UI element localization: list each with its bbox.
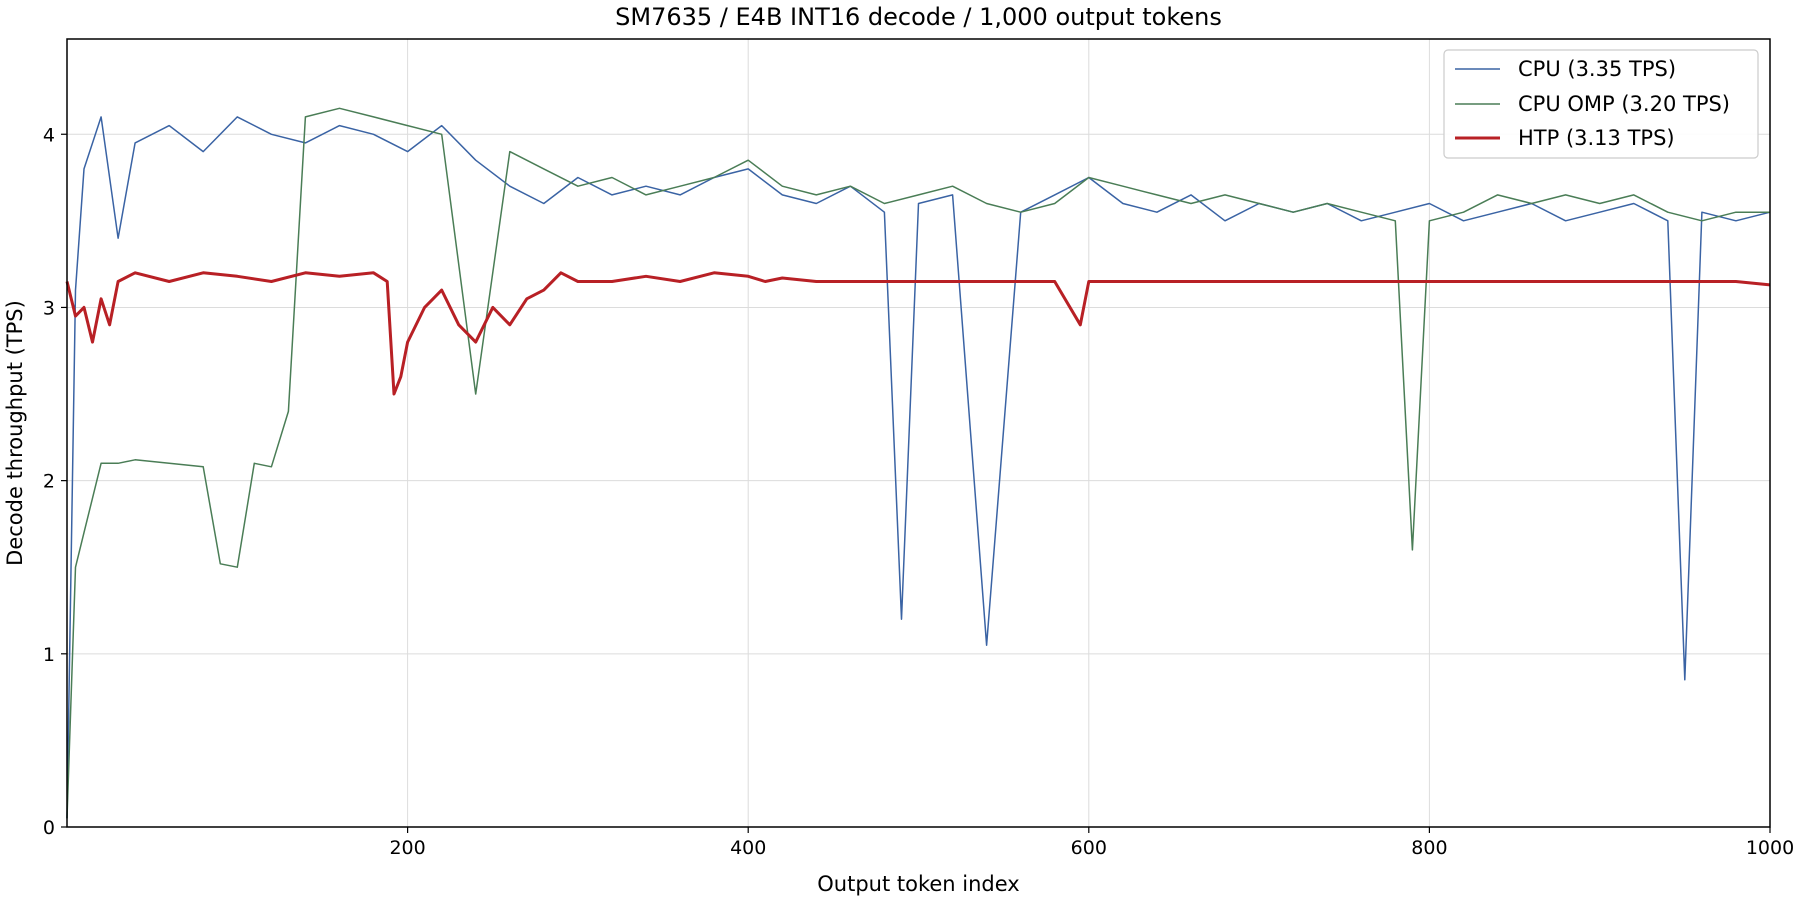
y-tick-label: 2	[43, 471, 55, 493]
x-tick-label: 800	[1411, 837, 1447, 859]
y-axis-label: Decode throughput (TPS)	[3, 300, 27, 566]
x-tick-label: 400	[730, 837, 766, 859]
y-tick-label: 4	[43, 124, 55, 146]
chart-title: SM7635 / E4B INT16 decode / 1,000 output…	[615, 3, 1222, 31]
y-tick-label: 1	[43, 644, 55, 666]
legend-label-htp: HTP (3.13 TPS)	[1518, 126, 1675, 150]
series-lines	[65, 107, 1771, 819]
series-line-htp	[65, 271, 1771, 396]
y-tick-label: 0	[43, 817, 55, 839]
x-tick-label: 200	[389, 837, 425, 859]
axis-ticks: 0 1 2 3 4 200 400 600 800 1000	[43, 124, 1794, 859]
legend-box	[1443, 49, 1759, 159]
x-axis-label: Output token index	[817, 872, 1019, 896]
x-tick-label: 600	[1071, 837, 1107, 859]
series-line-cpu-omp	[66, 107, 1770, 819]
y-tick-label: 3	[43, 297, 55, 319]
plot-frame	[66, 38, 1771, 828]
series-line-cpu	[66, 116, 1771, 819]
legend-label-cpu-omp: CPU OMP (3.20 TPS)	[1518, 92, 1730, 116]
x-tick-label: 1000	[1746, 837, 1794, 859]
legend: CPU (3.35 TPS) CPU OMP (3.20 TPS) HTP (3…	[1443, 49, 1759, 159]
legend-label-cpu: CPU (3.35 TPS)	[1518, 57, 1676, 81]
